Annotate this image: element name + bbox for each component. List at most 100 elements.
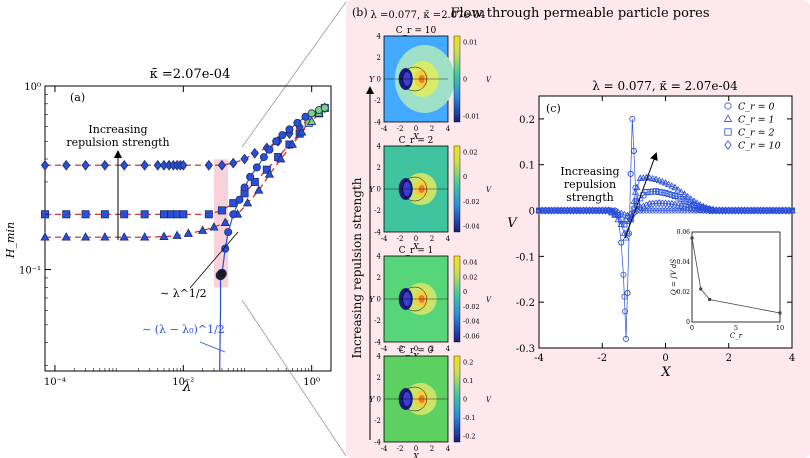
axis-tick-label: 2 — [377, 54, 381, 62]
axis-tick-label: 4 — [377, 33, 382, 41]
legend-marker — [724, 140, 732, 150]
data-point — [297, 127, 307, 136]
legend-label: C_r = 2 — [738, 128, 775, 139]
y-tick-label: -0.3 — [516, 344, 535, 355]
data-point — [172, 230, 182, 239]
data-point — [204, 159, 213, 171]
x-tick-label: 10⁰ — [303, 377, 320, 388]
colorbar-label: V — [486, 186, 492, 194]
data-point — [643, 201, 650, 210]
zoom-line-top — [241, 1, 347, 148]
data-point — [624, 212, 631, 221]
axis-tick-label: -2 — [374, 207, 381, 215]
panel-c-title: λ = 0.077, κ̄ = 2.07e-04 — [592, 79, 738, 93]
legend-marker — [724, 128, 732, 136]
panel-c-annotation: repulsion — [564, 178, 616, 191]
data-point — [614, 215, 622, 223]
colorbar — [453, 35, 461, 123]
data-point — [700, 205, 707, 212]
colorbar-tick-label: -0.01 — [463, 113, 480, 121]
data-point — [265, 145, 274, 154]
data-point — [320, 103, 329, 112]
axis-tick-label: 2 — [430, 345, 434, 353]
data-point — [179, 159, 188, 171]
axis-tick-label: 2 — [377, 374, 381, 382]
subplot-title: C_r = 1 — [399, 246, 434, 256]
colorbar-tick-label: -0.1 — [463, 414, 476, 422]
axis-tick-label: 2 — [430, 125, 434, 133]
colorbar-tick-label: 0.01 — [463, 39, 477, 47]
data-point — [620, 271, 627, 278]
data-point — [665, 207, 672, 214]
data-point — [630, 147, 637, 154]
data-point — [649, 188, 656, 195]
data-point — [671, 192, 678, 199]
axis-tick-label: 4 — [377, 353, 382, 361]
data-point — [671, 183, 679, 191]
data-point — [140, 232, 150, 241]
data-point — [307, 116, 317, 125]
panel-c-legend: C_r = 0 C_r = 1 C_r = 2 C_r = 10 — [723, 102, 781, 152]
data-point — [675, 207, 682, 214]
subplot-title: C_r = 0 — [399, 346, 434, 356]
data-point — [80, 232, 91, 241]
data-point — [119, 232, 129, 241]
data-point — [659, 189, 666, 196]
data-point — [630, 209, 637, 218]
data-point — [678, 195, 685, 202]
x-tick-label: -4 — [534, 353, 544, 364]
axis-tick-label: 4 — [446, 235, 451, 243]
data-point — [259, 153, 268, 162]
data-point — [61, 232, 71, 241]
subplot-title: C_r = 2 — [399, 136, 434, 146]
colorbar-tick-label: -0.2 — [463, 433, 476, 441]
data-point — [668, 191, 675, 198]
data-point — [264, 169, 275, 178]
inset-point — [699, 287, 703, 291]
data-point — [661, 179, 670, 186]
panel-a-title: κ̄ =2.07e-04 — [150, 67, 231, 82]
axis-tick-label: 0 — [377, 76, 381, 84]
axis-tick-label: -2 — [374, 317, 381, 325]
colorbar-tick-label: -0.04 — [463, 318, 480, 326]
panel-c-label: (c) — [546, 102, 561, 115]
data-point — [278, 131, 287, 140]
colorbar-label: V — [486, 396, 492, 404]
panel-c-arrow — [624, 152, 658, 239]
data-point — [307, 109, 316, 118]
panel-c-xlabel: X — [660, 365, 671, 380]
zoom-line-bottom — [241, 299, 347, 457]
data-point — [649, 174, 657, 182]
axis-tick-label: 2 — [430, 235, 434, 243]
inset-point — [708, 298, 712, 301]
subplot-ylabel: Y — [369, 185, 375, 194]
data-point — [252, 163, 261, 172]
inset-point — [690, 236, 694, 240]
axis-tick-label: -4 — [381, 445, 388, 453]
law1-label: ∼ λ^1/2 — [160, 287, 207, 300]
data-point — [687, 200, 694, 207]
data-point — [629, 115, 636, 122]
panel-c-inset: 0 5 10 0 0.02 0.04 0.06 C_r Q = ∫V dS — [670, 229, 784, 340]
axis-tick-label: 0 — [377, 396, 381, 404]
data-point — [618, 209, 625, 218]
data-point — [624, 227, 632, 235]
data-point — [100, 210, 109, 219]
y-tick-label: 0.1 — [519, 161, 535, 172]
axis-tick-label: -2 — [374, 97, 381, 105]
colorbar-tick-label: 0 — [463, 76, 467, 84]
data-point — [678, 201, 685, 210]
subplot-title: C_r = 10 — [396, 26, 437, 36]
legend-label: C_r = 0 — [738, 102, 775, 113]
panel-a-xlabel: λ — [182, 379, 192, 395]
colorbar-tick-label: -0.06 — [463, 333, 480, 341]
colorbar-tick-label: 0.02 — [463, 273, 477, 281]
data-point — [653, 207, 660, 214]
data-point — [675, 194, 682, 201]
data-point — [254, 185, 264, 194]
contour-subplot: C_r = 10 -4-4 -2 -2 0 0 2 2 4 4 X Y 0.01 0 -0.01 V — [369, 26, 492, 141]
subplot-ylabel: Y — [369, 75, 375, 84]
data-point — [646, 188, 653, 195]
data-point — [183, 228, 194, 237]
